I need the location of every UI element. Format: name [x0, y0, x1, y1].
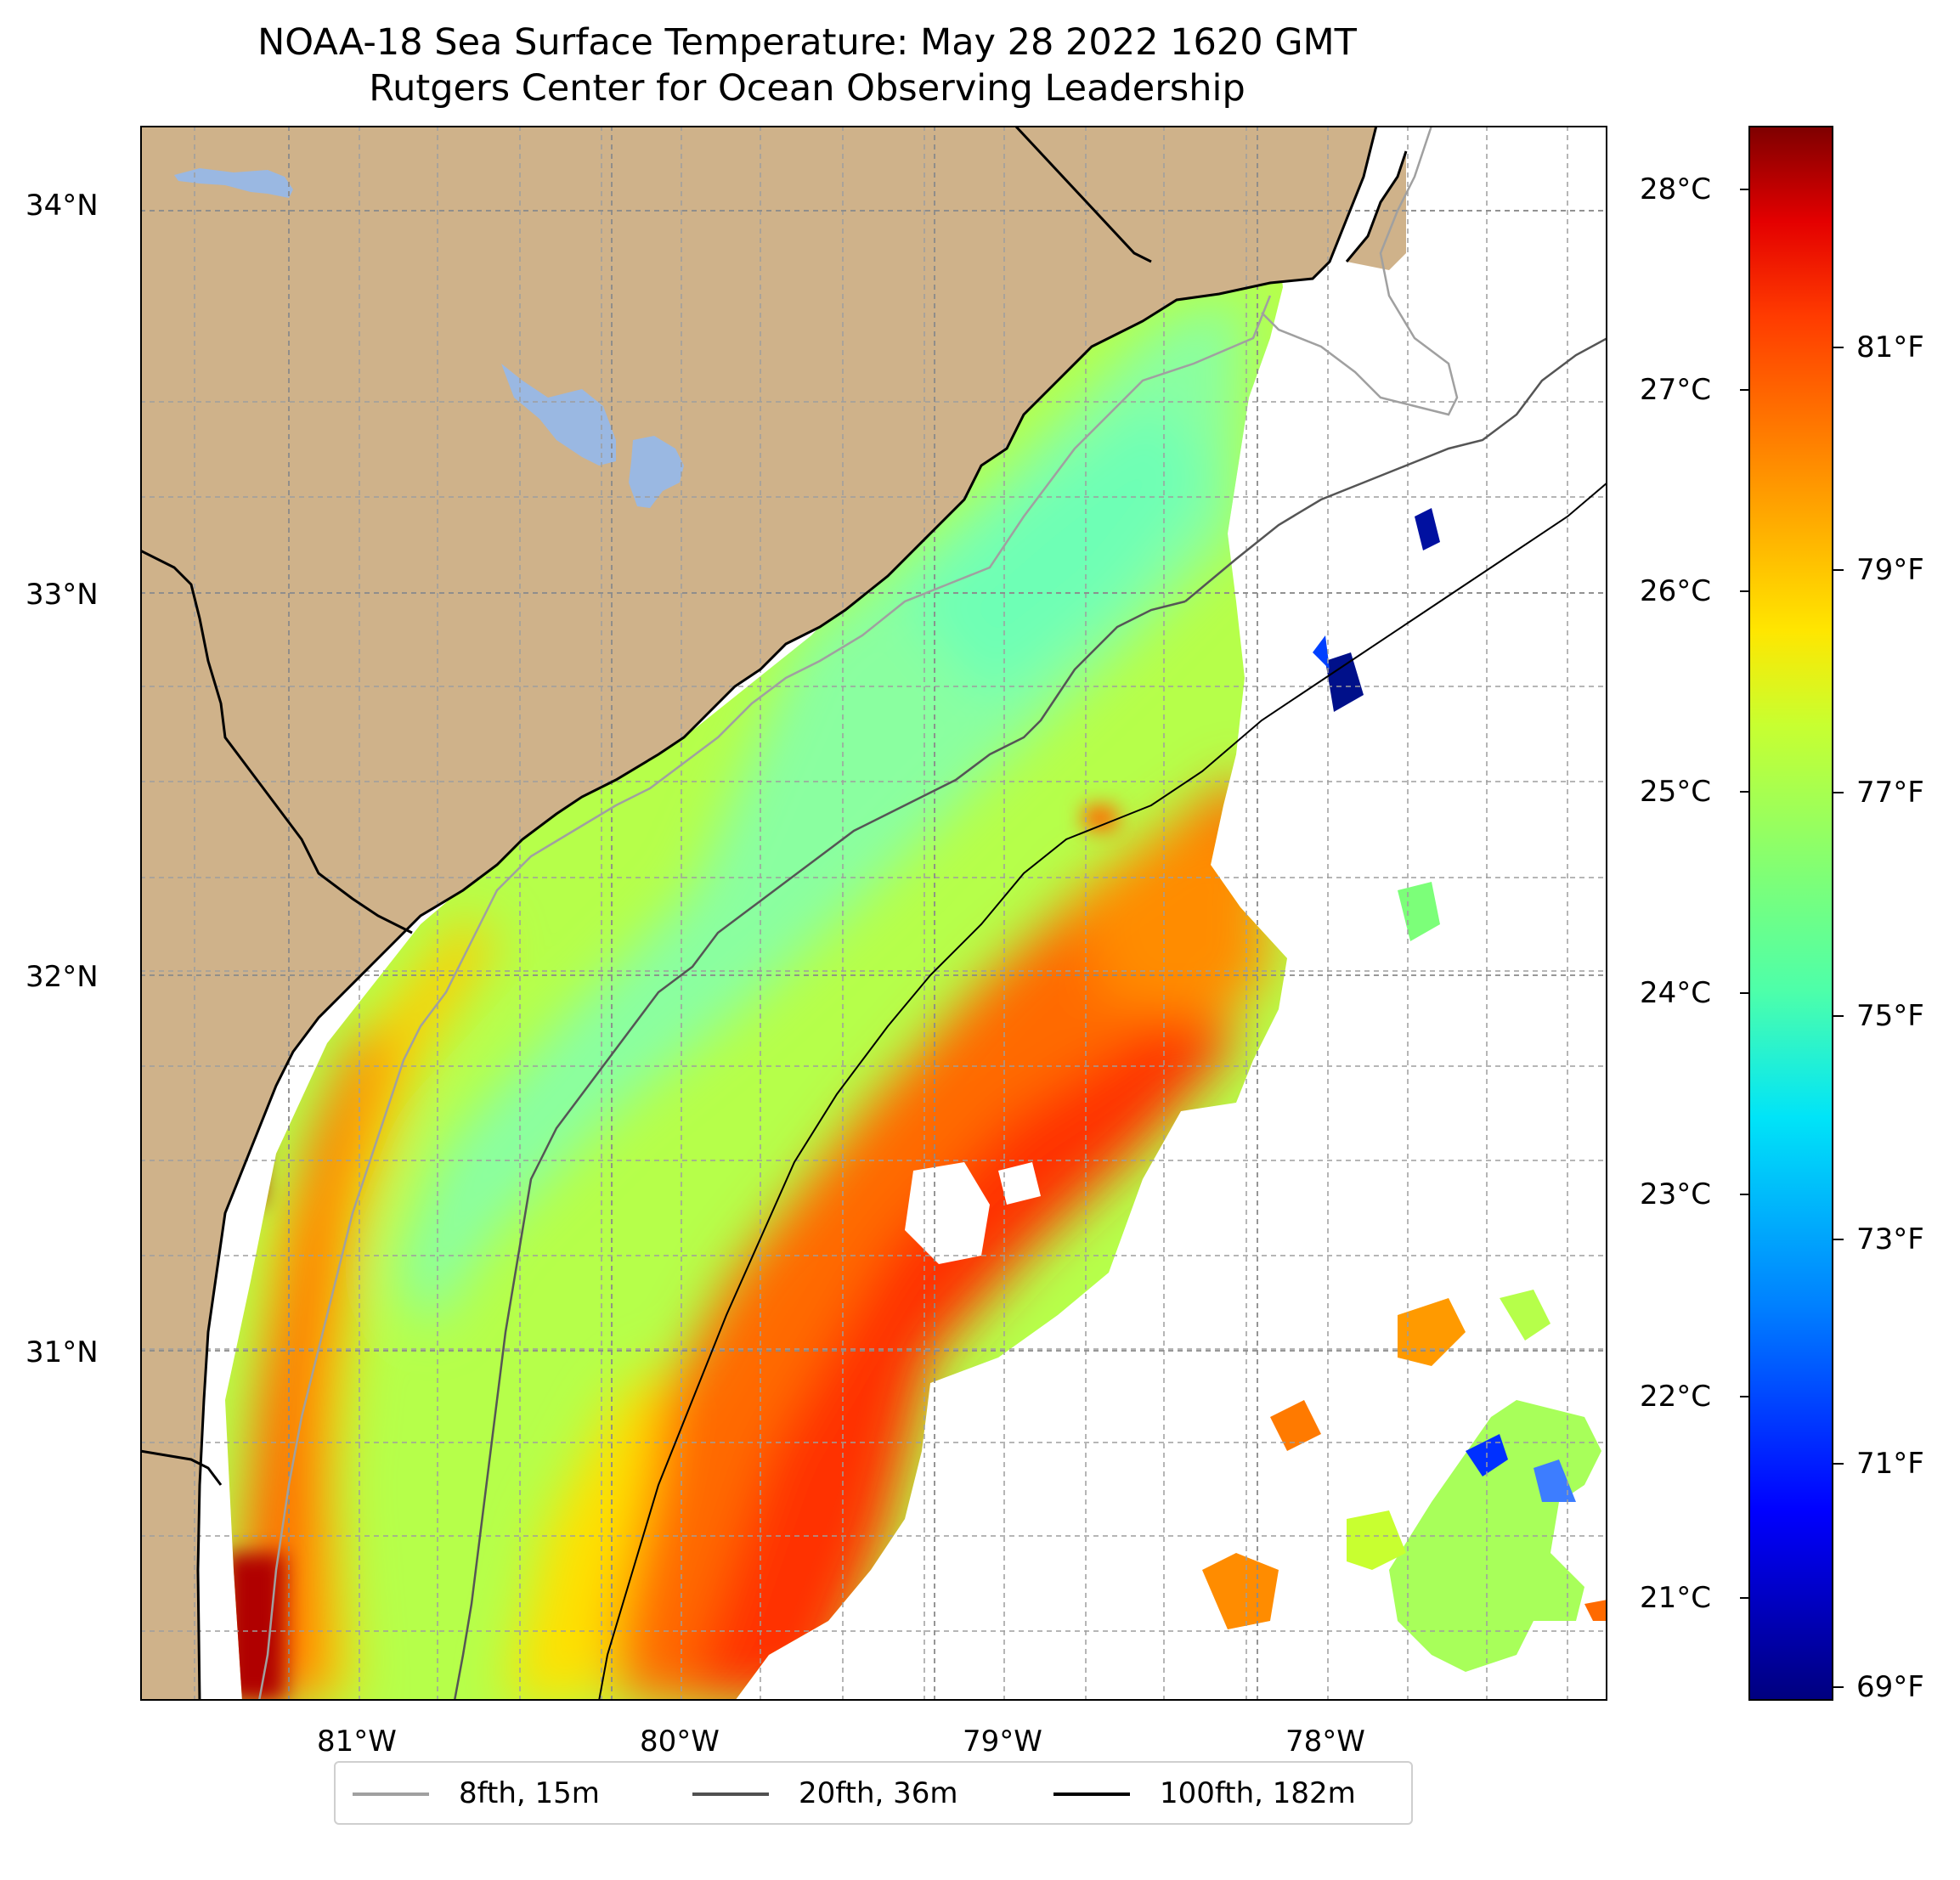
lon-label-80: 80°W	[640, 1725, 720, 1759]
legend-swatch	[1053, 1792, 1130, 1796]
colorbar-c-label: 24°C	[1640, 976, 1712, 1010]
map-title: NOAA-18 Sea Surface Temperature: May 28 …	[257, 21, 1357, 64]
legend-label: 20fth, 36m	[799, 1776, 958, 1810]
legend-label: 100fth, 182m	[1160, 1776, 1356, 1810]
contour-8fth	[257, 295, 1272, 1701]
land-mass	[140, 126, 1376, 1701]
colorbar-c-label: 26°C	[1640, 574, 1712, 608]
lat-label-31: 31°N	[25, 1335, 99, 1369]
contour-100fth	[598, 482, 1607, 1701]
colorbar-f-label: 81°F	[1856, 330, 1924, 364]
colorbar-c-label: 28°C	[1640, 172, 1712, 206]
no-data-mask	[905, 126, 1607, 1701]
state-boundaries	[140, 126, 1152, 1486]
colorbar-f-label: 75°F	[1856, 999, 1924, 1033]
colorbar-c-label: 21°C	[1640, 1581, 1712, 1615]
legend-label: 8fth, 15m	[459, 1776, 600, 1810]
contour-20fth	[453, 600, 1186, 1701]
legend-swatch	[353, 1792, 429, 1796]
colorbar-f-label: 73°F	[1856, 1222, 1924, 1256]
lat-label-34: 34°N	[25, 189, 99, 223]
coastline	[196, 126, 1378, 1701]
sst-map-graphic	[140, 126, 1607, 1701]
lon-label-78: 78°W	[1285, 1725, 1365, 1759]
lat-label-33: 33°N	[25, 578, 99, 612]
colorbar-c-label: 22°C	[1640, 1380, 1712, 1414]
lat-label-32: 32°N	[25, 960, 99, 994]
colorbar-c-label: 27°C	[1640, 373, 1712, 407]
colorbar-f-label: 79°F	[1856, 553, 1924, 587]
map-subtitle: Rutgers Center for Ocean Observing Leade…	[369, 67, 1245, 110]
contour-legend: 8fth, 15m 20fth, 36m 100fth, 182m	[334, 1761, 1413, 1825]
colorbar-f-label: 69°F	[1856, 1670, 1924, 1704]
colorbar-f-label: 71°F	[1856, 1447, 1924, 1481]
graticule	[140, 126, 1607, 1701]
lon-label-81: 81°W	[317, 1725, 397, 1759]
colorbar-c-label: 25°C	[1640, 775, 1712, 809]
colorbar	[1748, 126, 1833, 1701]
lakes	[174, 168, 684, 508]
colorbar-f-label: 77°F	[1856, 776, 1924, 810]
lon-label-79: 79°W	[963, 1725, 1042, 1759]
colorbar-c-label: 23°C	[1640, 1177, 1712, 1211]
legend-swatch	[692, 1792, 769, 1796]
sst-map[interactable]	[140, 126, 1607, 1701]
